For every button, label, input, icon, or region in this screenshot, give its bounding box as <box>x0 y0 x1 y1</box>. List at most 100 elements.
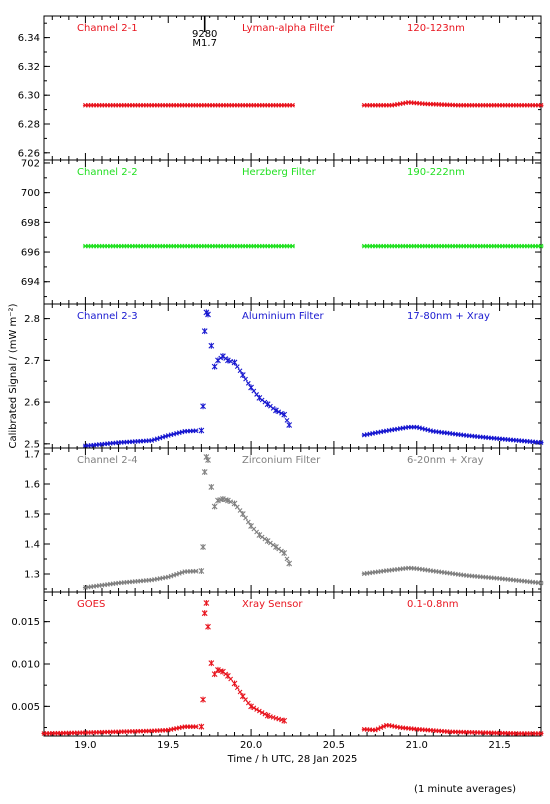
data-point-flare <box>208 484 215 490</box>
channel-label: Channel 2-2 <box>77 167 138 178</box>
x-tick-labels: 19.0 19.5 20.0 20.5 21.0 21.5 <box>74 740 510 751</box>
y-tick-label: 2.6 <box>24 398 40 409</box>
y-tick-label: 1.6 <box>24 480 40 491</box>
event-marker: 9280 M1.7 <box>192 16 217 49</box>
band-label: 0.1-0.8nm <box>407 599 459 610</box>
data-point <box>193 428 199 434</box>
channel-label: Channel 2-1 <box>77 23 138 34</box>
data-point <box>245 380 251 386</box>
filter-label: Zirconium Filter <box>242 455 321 466</box>
y-tick-label: 1.4 <box>24 540 40 551</box>
series-ch2-3 <box>82 309 544 449</box>
panel-ch2-4: 1.3 1.4 1.5 1.6 1.7 Channel 2-4 Zirconium Filt… <box>24 447 544 593</box>
event-marker-label-bottom: M1.7 <box>192 38 217 49</box>
panel-ch2-3: 2.5 2.6 2.7 2.8 Channel 2-3 Aluminium Filter 1… <box>24 303 544 450</box>
data-point <box>228 676 234 682</box>
x-tick-label: 21.5 <box>488 740 510 751</box>
data-point-flare <box>200 696 206 703</box>
data-point <box>228 358 234 364</box>
data-point <box>251 705 257 711</box>
data-point <box>228 499 234 505</box>
data-point-flare <box>281 411 288 418</box>
data-point-flare <box>200 403 206 410</box>
panel-goes: 0.005 0.010 0.015 GOES Xray Sensor 0.1-0.8nm <box>11 591 544 737</box>
data-point <box>538 102 544 108</box>
y-tick-label: 6.28 <box>18 120 40 131</box>
data-point-flare <box>211 363 218 370</box>
x-tick-label: 20.0 <box>240 740 262 751</box>
data-point <box>234 364 240 369</box>
band-label: 190-222nm <box>407 167 465 178</box>
y-tick-label: 2.8 <box>24 314 40 325</box>
data-point <box>256 708 262 714</box>
data-point-flare <box>211 503 218 510</box>
x-tick-label: 19.5 <box>157 740 179 751</box>
y-tick-label: 6.30 <box>18 91 40 102</box>
y-tick-label: 702 <box>21 158 40 169</box>
x-axis-label: Time / h UTC, 28 Jan 2025 <box>227 754 358 765</box>
filter-label: Xray Sensor <box>242 599 303 610</box>
series-ch2-2 <box>82 243 544 249</box>
y-tick-label: 1.7 <box>24 450 40 461</box>
y-tick-label: 0.010 <box>11 660 40 671</box>
y-tick-label: 6.26 <box>18 148 40 159</box>
data-point <box>237 689 243 695</box>
data-point-flare <box>205 623 211 630</box>
y-tick-label: 0.005 <box>11 702 40 713</box>
series-goes <box>41 600 544 736</box>
data-point-flare <box>239 371 246 378</box>
y-tick-label: 696 <box>21 248 40 259</box>
panel-ch2-1: 6.26 6.28 6.30 6.32 6.34 Channel 2-1 Lyman-alp… <box>18 15 544 161</box>
y-tick-label: 1.5 <box>24 510 40 521</box>
data-point-flare <box>281 717 288 724</box>
y-tick-label: 1.3 <box>24 570 40 581</box>
data-point-flare <box>281 550 288 556</box>
y-tick-label: 6.34 <box>18 33 40 44</box>
data-point <box>276 409 282 415</box>
data-point <box>538 440 544 445</box>
y-tick-label: 698 <box>21 218 40 229</box>
data-point <box>234 685 240 691</box>
channel-label: GOES <box>77 599 105 610</box>
y-axis-label: Calibrated Signal / (mW m⁻²) <box>8 303 19 448</box>
data-point-flare <box>198 723 205 730</box>
data-point <box>193 568 199 574</box>
y-tick-label: 694 <box>21 277 40 288</box>
data-point-flare <box>203 600 210 607</box>
data-point-flare <box>208 342 215 349</box>
y-tick-label: 2.7 <box>24 356 40 367</box>
data-point <box>284 556 290 562</box>
data-point <box>193 724 199 730</box>
data-point <box>262 711 268 717</box>
data-point <box>284 418 290 423</box>
data-point <box>243 376 248 382</box>
data-point-flare <box>273 407 279 414</box>
y-tick-label: 700 <box>21 188 40 199</box>
y-tick-label: 2.5 <box>24 439 40 450</box>
data-point-flare <box>231 680 238 687</box>
data-point-flare <box>208 660 215 667</box>
data-point <box>254 707 259 712</box>
data-point-flare <box>201 328 208 335</box>
data-point-flare <box>198 427 205 434</box>
data-point <box>237 368 243 374</box>
data-point-flare <box>286 422 293 429</box>
band-label: 17-80nm + Xray <box>407 311 490 322</box>
series-ch2-1 <box>82 100 544 108</box>
panel-ch2-2: 694 696 698 700 702 Channel 2-2 Herzberg Filte… <box>21 158 544 305</box>
data-point <box>279 410 284 416</box>
series-ch2-4 <box>82 454 544 590</box>
data-point <box>243 515 248 521</box>
x-tick-label: 20.5 <box>323 740 345 751</box>
x-tick-label: 19.0 <box>74 740 96 751</box>
data-point-flare <box>198 568 205 574</box>
filter-label: Aluminium Filter <box>242 311 325 322</box>
y-tick-label: 6.32 <box>18 62 40 73</box>
data-point-flare <box>248 703 254 710</box>
data-point-flare <box>239 511 246 517</box>
data-point-flare <box>201 469 208 475</box>
data-point <box>290 243 295 249</box>
x-tick-label: 21.0 <box>406 740 428 751</box>
